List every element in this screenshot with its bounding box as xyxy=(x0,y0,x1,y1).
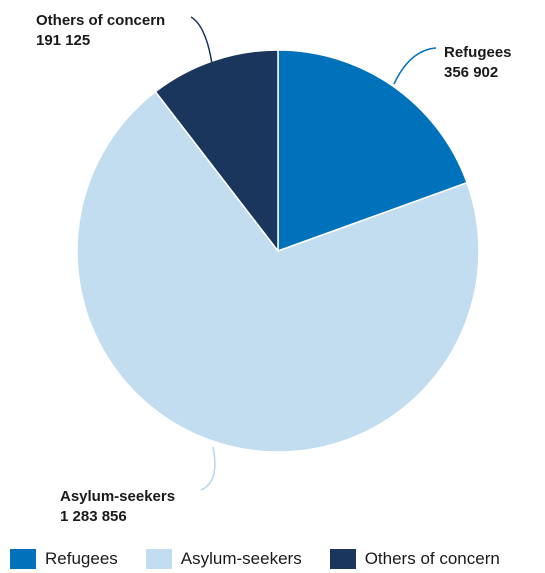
slice-value-refugees: 356 902 xyxy=(444,64,498,81)
pie-slice-others-of-concern xyxy=(154,49,279,254)
leader-line-asylum-seekers xyxy=(200,446,216,491)
legend-label-asylum-seekers: Asylum-seekers xyxy=(180,549,302,568)
legend-label-refugees: Refugees xyxy=(45,549,118,568)
slice-value-others-of-concern: 191 125 xyxy=(36,32,90,49)
pie-slice-asylum-seekers xyxy=(76,90,480,453)
slice-label-refugees: Refugees xyxy=(444,44,512,61)
slice-label-asylum-seekers: Asylum-seekers xyxy=(60,488,175,505)
legend-swatch-others-of-concern xyxy=(329,549,356,569)
slice-value-asylum-seekers: 1 283 856 xyxy=(60,508,127,525)
slice-label-others-of-concern: Others of concern xyxy=(36,12,165,29)
leader-line-others-of-concern xyxy=(190,16,213,65)
leader-line-refugees xyxy=(393,47,437,85)
legend-swatch-refugees xyxy=(10,549,36,569)
legend-item-others-of-concern: Others of concern xyxy=(329,549,500,569)
legend-item-asylum-seekers: Asylum-seekers xyxy=(145,549,302,569)
legend-item-refugees: Refugees xyxy=(10,549,118,569)
pie-slice-refugees xyxy=(277,49,469,253)
legend: Refugees Asylum-seekers Others of concer… xyxy=(10,547,545,571)
pie-chart: Refugees 356 902 Asylum-seekers 1 283 856 Ot… xyxy=(36,12,512,525)
legend-swatch-asylum-seekers xyxy=(145,549,172,569)
legend-label-others-of-concern: Others of concern xyxy=(364,549,500,568)
